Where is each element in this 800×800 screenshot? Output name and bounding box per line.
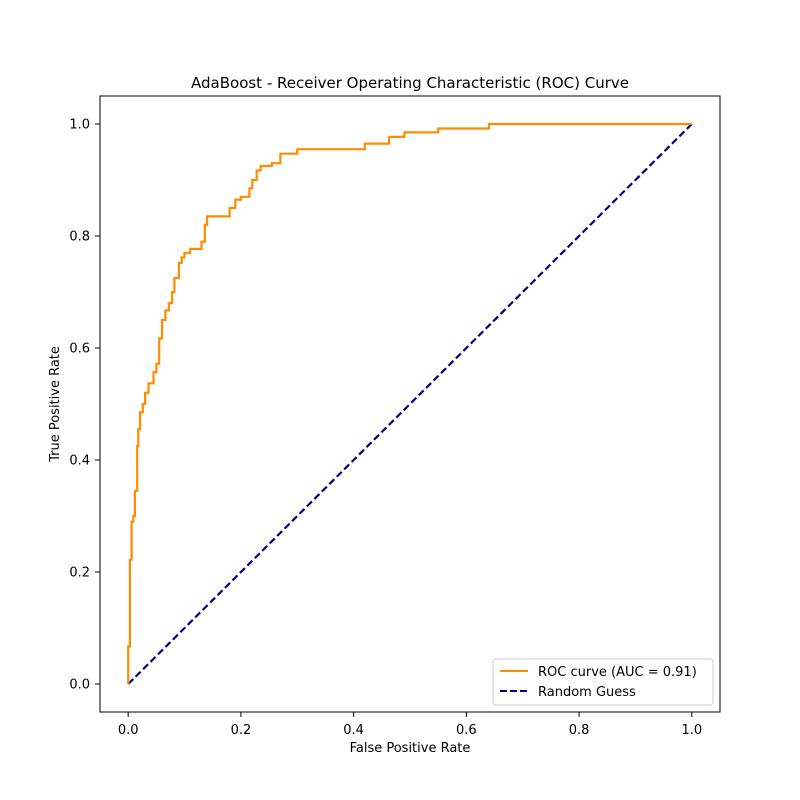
x-tick-label: 0.6 bbox=[456, 723, 477, 738]
legend-label-roc: ROC curve (AUC = 0.91) bbox=[538, 665, 697, 680]
y-axis-label: True Positive Rate bbox=[48, 346, 63, 463]
x-axis-label: False Positive Rate bbox=[350, 741, 471, 756]
y-tick-label: 0.2 bbox=[69, 566, 90, 581]
y-tick-label: 0.4 bbox=[69, 454, 90, 469]
legend-box bbox=[492, 658, 714, 706]
y-axis: 0.0 0.2 0.4 0.6 0.8 1.0 bbox=[69, 118, 100, 693]
chart-title: AdaBoost - Receiver Operating Characteri… bbox=[191, 74, 629, 92]
legend: ROC curve (AUC = 0.91) Random Guess bbox=[492, 658, 714, 706]
random-guess-line bbox=[127, 123, 693, 685]
x-tick-label: 0.8 bbox=[569, 723, 590, 738]
plot-area bbox=[127, 122, 693, 685]
axes-frame bbox=[99, 95, 721, 713]
y-tick-label: 0.6 bbox=[69, 342, 90, 357]
x-tick-label: 0.2 bbox=[231, 723, 252, 738]
x-tick-label: 1.0 bbox=[681, 723, 702, 738]
x-axis: 0.0 0.2 0.4 0.6 0.8 1.0 bbox=[118, 712, 702, 738]
y-tick-label: 1.0 bbox=[69, 118, 90, 133]
y-tick-label: 0.8 bbox=[69, 230, 90, 245]
y-tick-label: 0.0 bbox=[69, 678, 90, 693]
roc-curve-line bbox=[127, 122, 692, 684]
legend-label-random-guess: Random Guess bbox=[538, 685, 636, 700]
x-tick-label: 0.4 bbox=[343, 723, 364, 738]
x-tick-label: 0.0 bbox=[118, 723, 139, 738]
